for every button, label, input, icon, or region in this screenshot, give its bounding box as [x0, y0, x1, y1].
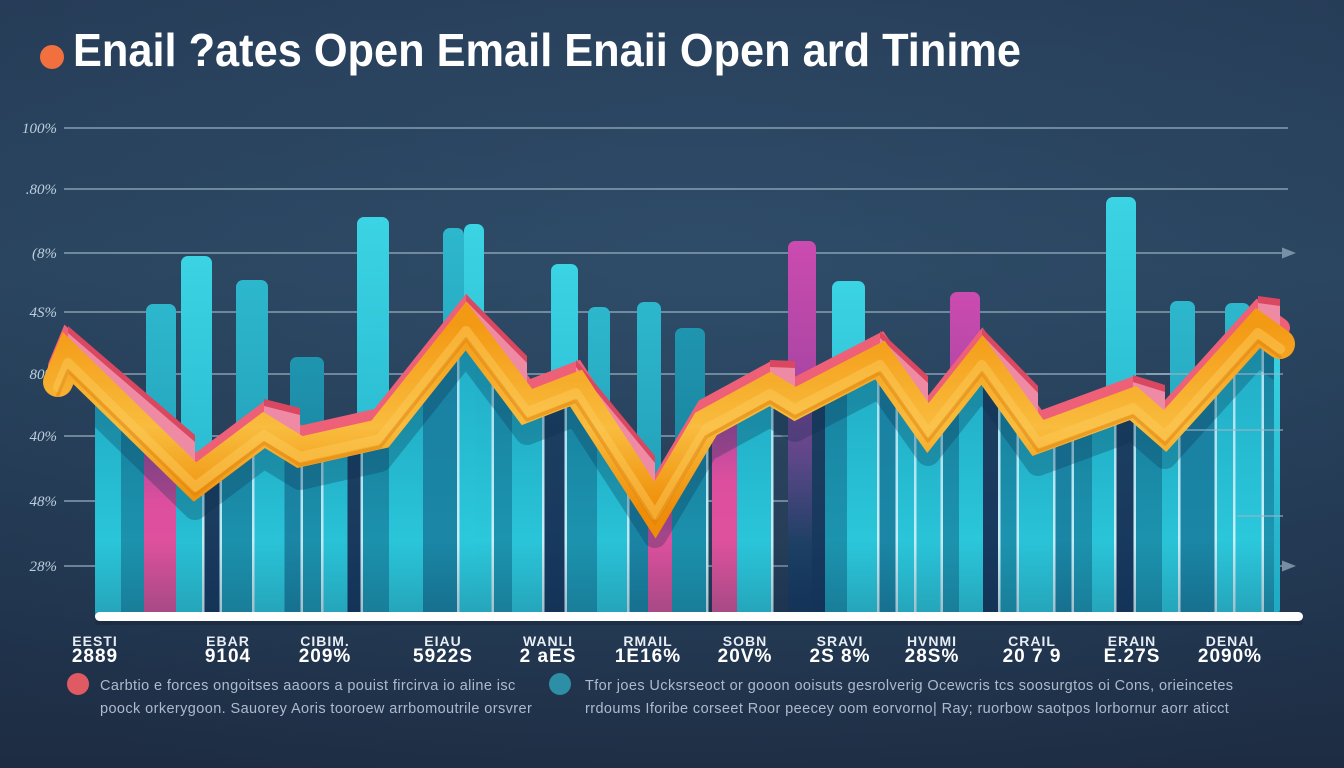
svg-text:48%: 48%: [30, 494, 58, 510]
svg-text:E.27S: E.27S: [1104, 646, 1161, 667]
svg-text:1E16%: 1E16%: [615, 646, 681, 667]
svg-text:EESTI: EESTI: [72, 633, 117, 649]
svg-text:2S 8%: 2S 8%: [810, 646, 871, 667]
svg-text:209%: 209%: [299, 646, 352, 667]
svg-text:(8%: (8%: [32, 246, 57, 262]
svg-text:40%: 40%: [30, 429, 58, 445]
svg-text:4S%: 4S%: [30, 305, 58, 321]
svg-text:SOBN: SOBN: [723, 633, 767, 649]
svg-text:9104: 9104: [205, 646, 251, 667]
svg-text:Enail ?ates Open Email Enaii: Enail ?ates Open Email Enaii Open ard Ti…: [73, 24, 1021, 76]
svg-text:Tfor joes Ucksrseoct or gooon: Tfor joes Ucksrseoct or gooon ooisuts ge…: [585, 678, 1233, 694]
svg-text:EIAU: EIAU: [424, 633, 461, 649]
svg-text:20V%: 20V%: [718, 646, 773, 667]
svg-text:28%: 28%: [30, 559, 58, 575]
svg-text:rrdoums Iforibe corseet Roor p: rrdoums Iforibe corseet Roor peecey oom …: [585, 701, 1229, 717]
svg-text:poock orkerygoon. Sauorey Aori: poock orkerygoon. Sauorey Aoris tooroew …: [100, 701, 532, 717]
svg-text:2889: 2889: [72, 646, 118, 667]
svg-text:RMAIL: RMAIL: [623, 633, 672, 649]
svg-text:ERAIN: ERAIN: [1108, 633, 1157, 649]
svg-text:20 7 9: 20 7 9: [1003, 646, 1062, 667]
svg-text:EBAR: EBAR: [206, 633, 250, 649]
svg-text:DENAI: DENAI: [1206, 633, 1255, 649]
svg-text:CRAIL: CRAIL: [1008, 633, 1056, 649]
svg-text:HVNMI: HVNMI: [907, 633, 957, 649]
svg-text:28S%: 28S%: [905, 646, 960, 667]
svg-text:CIBIM.: CIBIM.: [300, 633, 350, 649]
svg-text:WANLI: WANLI: [523, 633, 573, 649]
svg-text:2090%: 2090%: [1198, 646, 1262, 667]
svg-text:Carbtio e forces ongoitses aao: Carbtio e forces ongoitses aaoors a poui…: [100, 678, 516, 694]
svg-text:2 aES: 2 aES: [520, 646, 577, 667]
svg-text:100%: 100%: [22, 121, 57, 137]
svg-text:5922S: 5922S: [413, 646, 473, 667]
svg-text:.80%: .80%: [26, 182, 57, 198]
svg-text:SRAVI: SRAVI: [817, 633, 864, 649]
